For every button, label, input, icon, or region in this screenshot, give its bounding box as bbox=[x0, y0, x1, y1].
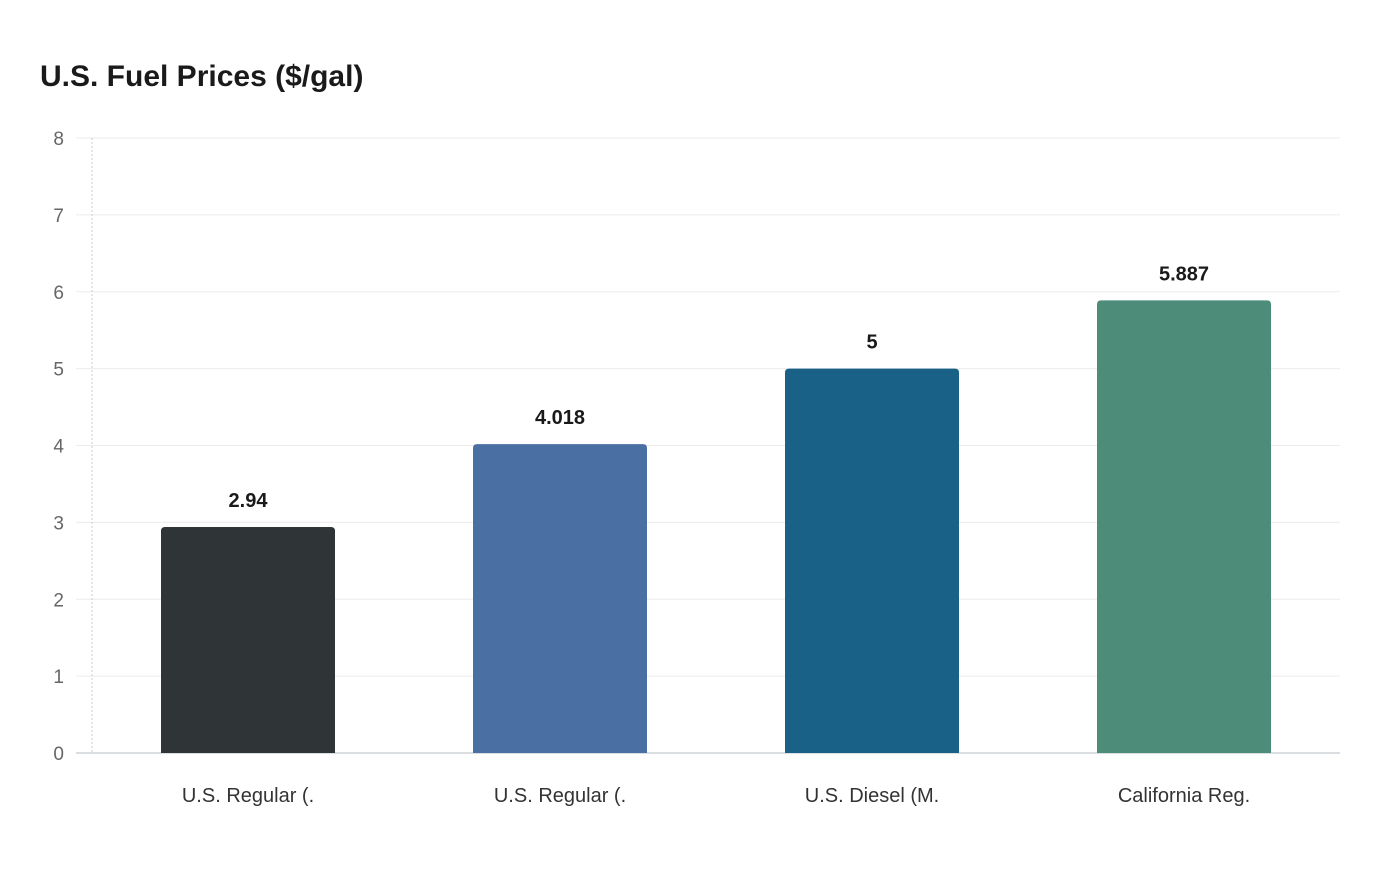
value-label: 2.94 bbox=[229, 490, 269, 512]
bar bbox=[161, 526, 335, 753]
y-tick-label: 6 bbox=[53, 283, 64, 304]
bar bbox=[473, 444, 647, 753]
value-label: 5 bbox=[866, 332, 877, 354]
value-label: 4.018 bbox=[535, 407, 585, 429]
y-tick-label: 4 bbox=[53, 437, 64, 458]
y-tick-label: 2 bbox=[53, 590, 64, 611]
y-tick-label: 7 bbox=[53, 206, 64, 227]
bar bbox=[1097, 300, 1271, 753]
chart-title: U.S. Fuel Prices ($/gal) bbox=[40, 60, 364, 93]
bar bbox=[785, 368, 959, 753]
y-tick-label: 3 bbox=[53, 513, 64, 534]
x-tick-label: U.S. Regular (. bbox=[182, 785, 314, 807]
x-tick-label: U.S. Diesel (M. bbox=[805, 785, 939, 807]
x-tick-label: U.S. Regular (. bbox=[494, 785, 626, 807]
y-tick-label: 1 bbox=[53, 667, 64, 688]
y-tick-label: 8 bbox=[53, 129, 64, 150]
y-tick-label: 0 bbox=[53, 744, 64, 765]
value-label: 5.887 bbox=[1159, 263, 1209, 285]
x-tick-label: California Reg. bbox=[1118, 785, 1250, 807]
y-tick-label: 5 bbox=[53, 360, 64, 381]
